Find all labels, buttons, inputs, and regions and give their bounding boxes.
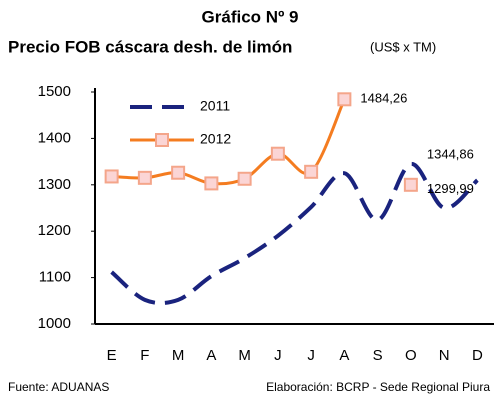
x-tick-label: M — [172, 347, 185, 364]
y-tick-label: 1200 — [38, 222, 71, 239]
legend-label: 2012 — [200, 131, 231, 147]
x-tick-label: J — [274, 347, 282, 364]
x-tick-label: E — [107, 347, 117, 364]
marker — [137, 170, 152, 185]
x-tick-label: M — [238, 347, 251, 364]
marker — [304, 164, 319, 179]
x-tick-label: D — [472, 347, 483, 364]
series-line — [110, 162, 479, 306]
legend-label: 2011 — [200, 98, 230, 114]
value-label: 1484,26 — [360, 91, 407, 106]
marker — [171, 165, 186, 180]
x-tick-label: J — [307, 347, 315, 364]
x-tick-label: O — [405, 347, 417, 364]
credit: Elaboración: BCRP - Sede Regional Piura — [266, 380, 490, 394]
x-tick-label: N — [439, 347, 450, 364]
marker — [237, 171, 252, 186]
y-tick-label: 1000 — [38, 315, 71, 332]
value-label: 1344,86 — [427, 146, 474, 161]
x-tick-label: S — [373, 347, 383, 364]
marker — [204, 176, 219, 191]
value-label: 1299,99 — [427, 181, 474, 196]
y-tick-label: 1400 — [38, 129, 71, 146]
marker — [104, 169, 119, 184]
source: Fuente: ADUANAS — [8, 380, 109, 394]
y-tick-label: 1500 — [38, 83, 71, 100]
x-tick-label: A — [206, 347, 216, 364]
legend-marker — [155, 133, 169, 147]
marker — [270, 146, 285, 161]
x-tick-label: F — [140, 347, 149, 364]
chart-title: Gráfico Nº 9 — [202, 7, 299, 26]
unit-label: (US$ x TM) — [370, 39, 436, 54]
marker — [337, 92, 352, 107]
marker — [403, 177, 418, 192]
x-tick-label: A — [339, 347, 349, 364]
y-tick-label: 1300 — [38, 176, 71, 193]
y-tick-label: 1100 — [39, 269, 71, 286]
chart-subtitle: Precio FOB cáscara desh. de limón — [8, 37, 292, 56]
